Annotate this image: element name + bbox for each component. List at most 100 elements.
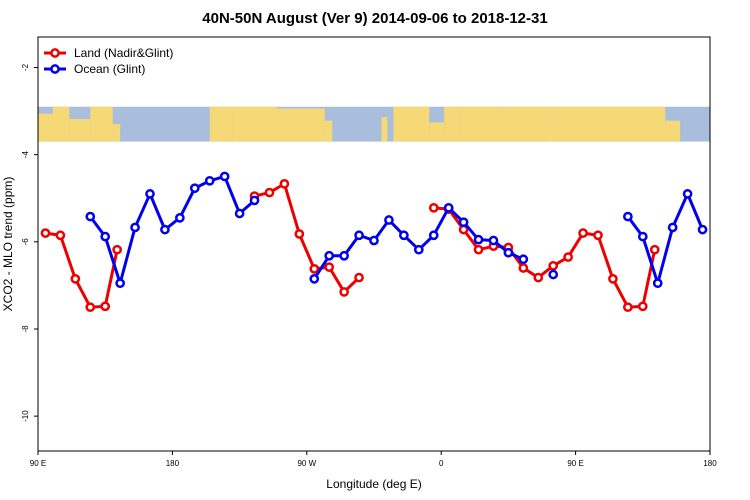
x-tick-label: 90 E bbox=[567, 459, 583, 468]
data-point bbox=[234, 208, 245, 219]
map-land-patch bbox=[232, 106, 277, 142]
map-land-patch bbox=[665, 120, 681, 142]
data-point bbox=[189, 183, 200, 194]
axes: 90 E 180 90 W 0 90 E 180 -2 -4 -6 -8 -10 bbox=[21, 63, 717, 468]
data-point bbox=[413, 244, 424, 255]
map-land-patch bbox=[52, 106, 70, 142]
data-point bbox=[339, 287, 349, 297]
series-layer bbox=[40, 171, 708, 313]
data-point bbox=[548, 269, 559, 280]
data-point bbox=[637, 231, 648, 242]
data-point bbox=[649, 244, 660, 255]
data-point bbox=[488, 235, 499, 246]
x-tick-label: 0 bbox=[439, 459, 444, 468]
series-line bbox=[89, 174, 256, 285]
data-point bbox=[204, 175, 215, 186]
data-point bbox=[354, 272, 364, 283]
map-land-patch bbox=[500, 106, 546, 142]
series-1 bbox=[85, 171, 708, 289]
map-land-patch bbox=[381, 117, 388, 142]
data-point bbox=[85, 211, 96, 222]
series-line bbox=[433, 206, 657, 309]
series-line bbox=[254, 182, 361, 294]
map-land-patch bbox=[444, 106, 460, 142]
data-point bbox=[130, 222, 140, 233]
y-tick-label: -10 bbox=[21, 410, 30, 422]
map-land-patch bbox=[429, 122, 445, 142]
y-tick-label: -2 bbox=[21, 63, 30, 71]
data-point bbox=[70, 274, 81, 284]
data-point bbox=[608, 274, 618, 284]
data-point bbox=[384, 215, 394, 225]
data-point bbox=[652, 278, 663, 289]
data-point bbox=[428, 202, 439, 213]
x-tick-label: 180 bbox=[703, 459, 717, 468]
data-point bbox=[219, 171, 230, 182]
data-point bbox=[369, 235, 379, 246]
map-land-patch bbox=[276, 108, 325, 142]
data-point bbox=[309, 263, 320, 274]
y-axis-label: XCO2 - MLO trend (ppm) bbox=[1, 177, 15, 312]
y-tick-label: -8 bbox=[21, 325, 30, 333]
data-point bbox=[578, 228, 588, 238]
data-point bbox=[294, 229, 305, 239]
data-point bbox=[548, 260, 559, 271]
x-tick-label: 180 bbox=[166, 459, 180, 468]
legend-marker bbox=[50, 48, 60, 58]
map-land-patch bbox=[90, 106, 113, 142]
data-point bbox=[100, 301, 111, 312]
legend: Land (Nadir&Glint) Ocean (Glint) bbox=[44, 46, 173, 76]
data-point bbox=[339, 250, 349, 261]
data-point bbox=[175, 213, 185, 223]
data-point bbox=[443, 202, 454, 213]
data-point bbox=[473, 234, 484, 245]
x-axis-label: Longitude (deg E) bbox=[326, 477, 421, 491]
data-point bbox=[667, 222, 678, 233]
plot-frame bbox=[37, 36, 711, 452]
data-point bbox=[249, 195, 260, 206]
map-land-patch bbox=[69, 118, 91, 142]
data-point bbox=[682, 189, 693, 199]
data-point bbox=[279, 179, 290, 189]
data-point bbox=[623, 211, 633, 222]
map-land-patch bbox=[38, 113, 53, 142]
data-point bbox=[593, 230, 603, 241]
map-land-patch bbox=[112, 124, 121, 142]
map-land-patch bbox=[545, 106, 606, 142]
y-tick-label: -4 bbox=[21, 151, 30, 159]
data-point bbox=[324, 250, 335, 261]
data-point bbox=[55, 230, 66, 241]
data-point bbox=[112, 244, 122, 255]
chart-title: 40N-50N August (Ver 9) 2014-09-06 to 201… bbox=[202, 10, 548, 27]
data-point bbox=[473, 244, 484, 255]
data-point bbox=[100, 231, 111, 242]
data-point bbox=[160, 224, 170, 235]
legend-marker bbox=[50, 64, 60, 74]
map-land-patch bbox=[459, 106, 501, 142]
data-point bbox=[264, 187, 275, 198]
world-map-band bbox=[38, 106, 710, 142]
data-point bbox=[503, 247, 514, 258]
legend-label: Land (Nadir&Glint) bbox=[74, 46, 173, 60]
data-point bbox=[145, 189, 155, 199]
data-point bbox=[399, 230, 409, 241]
legend-label: Ocean (Glint) bbox=[74, 62, 145, 76]
x-tick-label: 90 E bbox=[30, 459, 46, 468]
data-point bbox=[518, 254, 529, 265]
map-land-patch bbox=[605, 106, 666, 142]
data-point bbox=[428, 230, 439, 241]
map-land-patch bbox=[324, 120, 333, 142]
data-point bbox=[85, 302, 96, 313]
data-point bbox=[354, 230, 364, 241]
data-point bbox=[518, 263, 529, 273]
data-point bbox=[458, 217, 469, 228]
map-land-patch bbox=[209, 106, 233, 142]
data-point bbox=[533, 272, 544, 283]
data-point bbox=[40, 228, 51, 238]
data-point bbox=[637, 301, 648, 312]
data-point bbox=[697, 224, 708, 235]
data-point bbox=[324, 262, 335, 272]
data-point bbox=[115, 278, 125, 289]
map-land-patch bbox=[393, 106, 430, 142]
